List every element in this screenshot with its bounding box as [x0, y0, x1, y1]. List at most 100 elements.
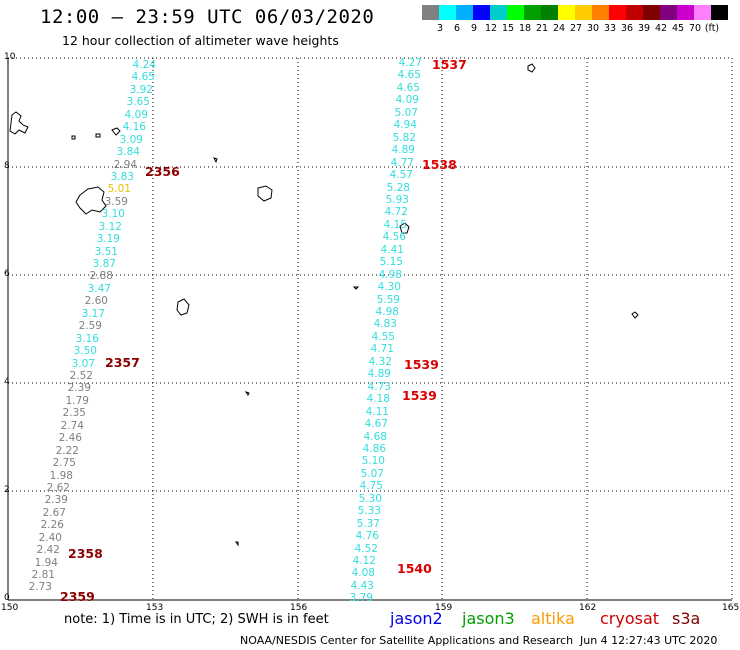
wave-height-value: 3.83 [110, 170, 134, 183]
island-outline [631, 311, 639, 319]
scale-swatch [541, 5, 558, 20]
wave-height-value: 1.94 [34, 556, 58, 569]
wave-height-value: 3.09 [119, 133, 143, 146]
wave-height-value: 2.60 [84, 295, 108, 308]
scale-label: 70 [688, 23, 702, 34]
island-outline [527, 63, 536, 73]
wave-height-value: 4.09 [124, 108, 148, 121]
wave-height-value: 5.10 [361, 455, 385, 468]
wave-height-value: 4.86 [362, 442, 386, 455]
scale-label: 36 [620, 23, 634, 34]
wave-height-value: 4.75 [359, 480, 383, 493]
scale-label: 12 [484, 23, 498, 34]
wave-height-value: 2.39 [67, 382, 91, 395]
scale-label: 42 [654, 23, 668, 34]
page-title: 12:00 – 23:59 UTC 06/03/2020 [40, 6, 375, 28]
wave-height-value: 5.01 [107, 183, 131, 196]
wave-height-value: 1.79 [65, 394, 89, 407]
wave-height-value: 4.57 [389, 169, 413, 182]
longitude-tick-label: 156 [290, 603, 308, 613]
wave-height-value: 4.94 [393, 119, 417, 132]
pass-time-label: 1539 [402, 388, 437, 403]
scale-swatch [558, 5, 575, 20]
longitude-tick-label: 165 [722, 603, 740, 613]
wave-height-value: 5.07 [394, 106, 418, 119]
pass-time-label: 2357 [105, 355, 140, 370]
wave-height-value: 3.17 [81, 307, 105, 320]
wave-height-value: 5.37 [356, 517, 380, 530]
longitude-tick-label: 150 [1, 603, 19, 613]
wave-height-value: 4.16 [122, 121, 146, 134]
wave-height-value: 3.87 [92, 258, 116, 271]
scale-label: 24 [552, 23, 566, 34]
wave-height-value: 4.98 [378, 268, 402, 281]
wave-height-value: 2.74 [60, 419, 84, 432]
scale-label: 39 [637, 23, 651, 34]
wave-height-value: 2.62 [46, 481, 70, 494]
wave-height-value: 2.40 [38, 531, 62, 544]
island-outlines [9, 63, 639, 547]
wave-height-value: 5.59 [376, 293, 400, 306]
wave-height-value: 4.83 [373, 318, 397, 331]
wave-height-value: 4.30 [377, 281, 401, 294]
latitude-tick-label: 0 [4, 593, 10, 603]
scale-swatch [524, 5, 541, 20]
latitude-tick-label: 6 [4, 269, 10, 279]
wave-height-value: 3.51 [94, 245, 118, 258]
wave-height-value: 5.15 [379, 256, 403, 269]
longitude-tick-label: 159 [435, 603, 453, 613]
pass-time-label: 1540 [397, 561, 432, 576]
wave-height-value: 4.89 [367, 368, 391, 381]
wave-height-value: 2.42 [36, 544, 60, 557]
wave-height-value: 4.68 [363, 430, 387, 443]
scale-swatch [473, 5, 490, 20]
longitude-tick-label: 162 [579, 603, 597, 613]
scale-label: 3 [436, 23, 444, 34]
pass-time-label: 1537 [432, 57, 467, 72]
legend-jason3: jason3 [462, 609, 515, 628]
scale-label: 18 [518, 23, 532, 34]
scale-swatch [660, 5, 677, 20]
wave-height-value: 4.27 [398, 57, 422, 69]
wave-height-value: 5.30 [358, 492, 382, 505]
scale-label: 30 [586, 23, 600, 34]
legend-s3a: s3a [672, 609, 701, 628]
wave-height-value: 2.46 [58, 432, 82, 445]
generation-timestamp: Jun 4 12:27:43 UTC 2020 [580, 634, 718, 647]
island-outline [176, 298, 190, 316]
scale-label: 6 [453, 23, 461, 34]
wave-height-value: 4.12 [352, 555, 376, 567]
wave-height-value: 5.07 [360, 467, 384, 480]
wave-height-value: 3.92 [129, 83, 153, 96]
legend-cryosat: cryosat [600, 609, 660, 628]
wave-height-value: 4.56 [382, 231, 406, 244]
wave-height-value: 3.10 [101, 208, 125, 221]
wave-height-value: 5.28 [386, 181, 410, 194]
wave-height-value: 4.55 [371, 330, 395, 343]
island-outline [9, 111, 29, 135]
pass-time-label: 2359 [60, 589, 95, 604]
wave-height-value: 4.67 [364, 418, 388, 431]
wave-height-value: 2.22 [55, 444, 79, 457]
island-outline [235, 541, 239, 547]
lat-lon-grid [8, 57, 733, 600]
pass-time-label: 2358 [68, 546, 103, 561]
wave-height-value: 2.26 [40, 519, 64, 532]
scale-swatch [626, 5, 643, 20]
wave-height-value: 4.65 [396, 81, 420, 94]
page-subtitle: 12 hour collection of altimeter wave hei… [62, 33, 339, 48]
legend-altika: altika [531, 609, 575, 628]
island-outline [257, 185, 273, 202]
wave-height-value: 4.77 [390, 156, 414, 169]
scale-label: 9 [470, 23, 478, 34]
wave-height-value: 5.82 [392, 131, 416, 144]
wave-height-value: 4.32 [368, 355, 392, 368]
island-outline [352, 286, 360, 290]
wave-height-value: 2.35 [62, 407, 86, 420]
wave-height-value: 3.79 [349, 592, 373, 605]
scale-swatch [592, 5, 609, 20]
scale-swatch [677, 5, 694, 20]
scale-swatch [694, 5, 711, 20]
footer-note: note: 1) Time is in UTC; 2) SWH is in fe… [64, 612, 329, 627]
